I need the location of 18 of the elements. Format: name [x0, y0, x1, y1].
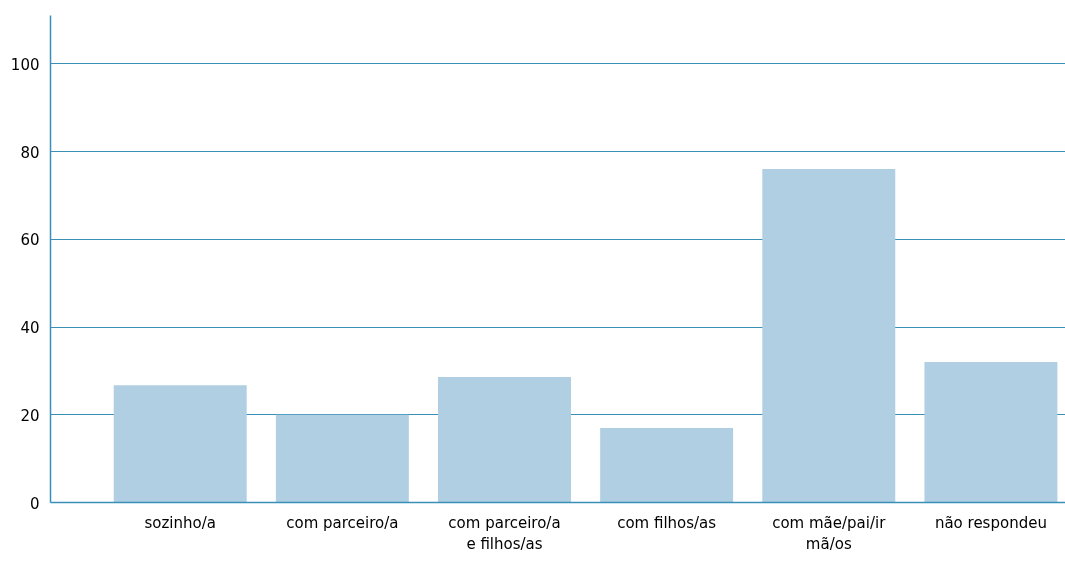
y-tick-label: 100 — [10, 55, 40, 74]
x-tick-label: com parceiro/a — [286, 513, 399, 532]
x-tick-label: não respondeu — [934, 513, 1047, 532]
x-tick-label: com parceiro/a e filhos/as — [448, 513, 561, 554]
x-tick-label: com filhos/as — [617, 513, 717, 532]
x-tick-label: sozinho/a — [144, 513, 216, 532]
bar — [600, 427, 734, 503]
bar — [438, 377, 571, 503]
y-tick-label: 80 — [20, 143, 40, 162]
y-tick-label: 40 — [20, 319, 40, 337]
bar — [113, 385, 247, 503]
bar — [762, 169, 896, 503]
bar — [924, 362, 1058, 503]
y-tick-label: 0 — [29, 494, 40, 513]
bar — [275, 414, 409, 503]
y-tick-label: 60 — [20, 231, 40, 250]
y-tick-label: 20 — [20, 406, 40, 425]
x-tick-label: com mãe/pai/irmã/os — [772, 513, 887, 554]
